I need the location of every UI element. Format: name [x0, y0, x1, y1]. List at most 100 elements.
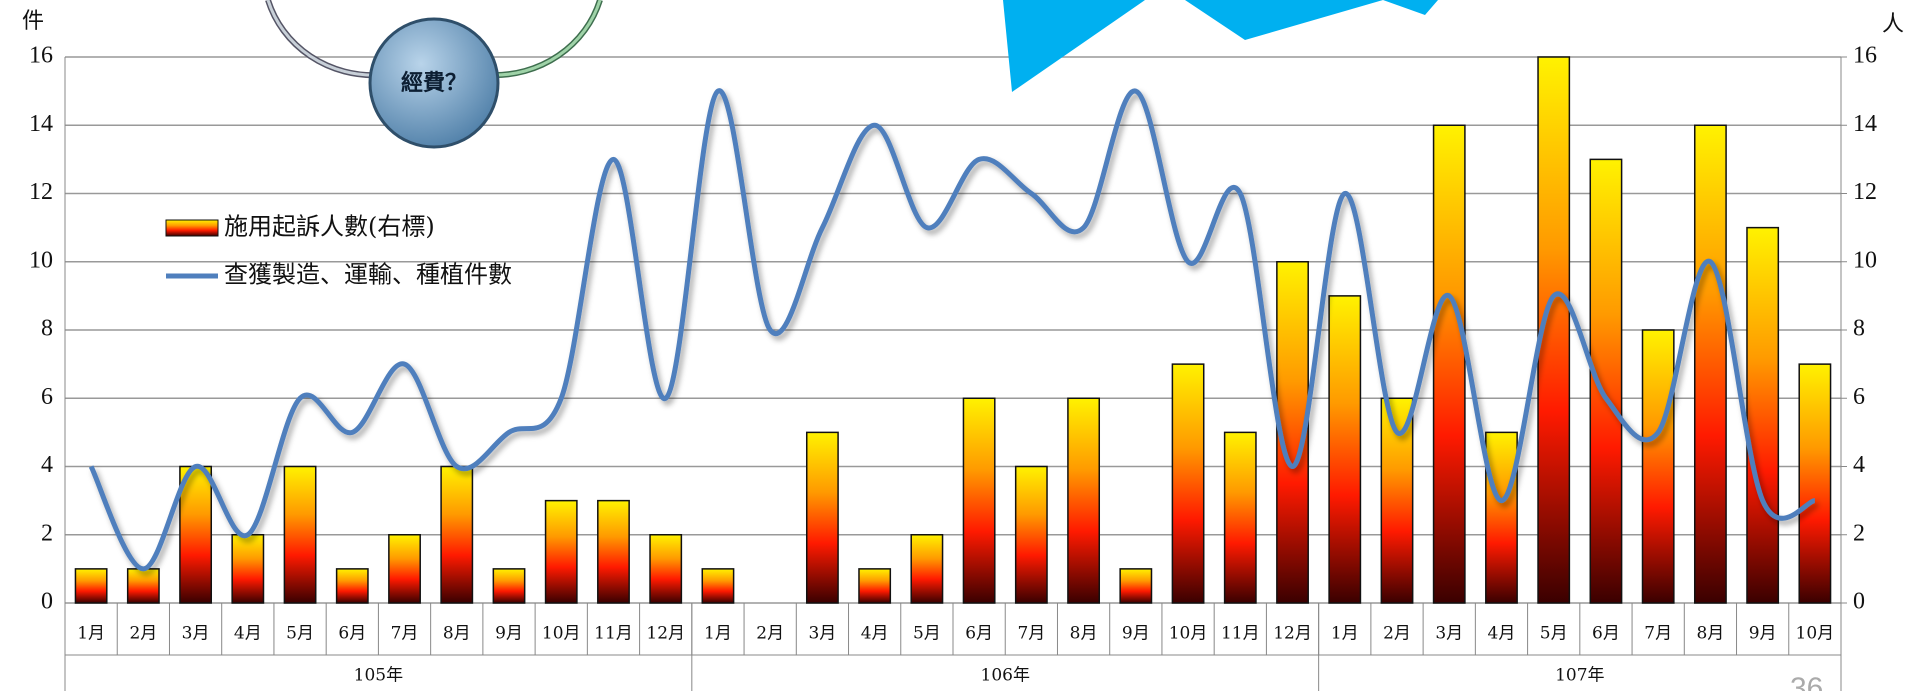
x-tick-label: 6月 [1592, 624, 1620, 644]
bar [1328, 295, 1362, 604]
x-tick-label: 9月 [1122, 624, 1150, 644]
x-tick-label: 3月 [1435, 624, 1463, 644]
x-tick-label: 8月 [1696, 624, 1724, 644]
x-tick-label: 7月 [391, 624, 419, 644]
x-tick-label: 10月 [1169, 624, 1208, 644]
x-tick-label: 2月 [756, 624, 784, 644]
y-tick-label: 16 [29, 43, 53, 69]
plot: 0 2 4 6 8 10 12 14 16 0 2 4 6 8 10 12 14 16 1月 2月 3月 4月 5月 6月 7月… [29, 43, 1877, 686]
x-tick-label: 5月 [1540, 624, 1568, 644]
x-tick-label: 2月 [1383, 624, 1411, 644]
legend-label: 施用起訴人數(右標) [224, 213, 435, 241]
y2-tick-label: 14 [1853, 111, 1877, 137]
y2-tick-label: 16 [1853, 43, 1877, 69]
x-tick-label: 10月 [1796, 624, 1835, 644]
x-tick-label: 6月 [338, 624, 366, 644]
ring-arc [489, 0, 602, 77]
bar [1798, 363, 1832, 604]
bar [231, 534, 265, 604]
grid [64, 56, 1847, 691]
x-tick-label: 5月 [286, 624, 314, 644]
y-tick-label: 0 [41, 589, 53, 615]
bar [492, 568, 526, 604]
y2-axis-label: 人 [1882, 12, 1904, 37]
x-tick-label: 11月 [594, 624, 633, 644]
y2-tick-label: 6 [1853, 384, 1865, 410]
y2-tick-label: 0 [1853, 589, 1865, 615]
bar [597, 499, 630, 604]
x-tick-label: 8月 [1070, 624, 1098, 644]
x-tick-label: 6月 [965, 624, 993, 644]
y2-tick-label: 8 [1853, 316, 1865, 342]
y-axis-label: 件 [22, 9, 44, 34]
bar [179, 465, 213, 604]
bar [1067, 397, 1101, 604]
x-tick-label: 3月 [808, 624, 836, 644]
y-tick-label: 10 [29, 247, 53, 273]
bar [910, 534, 944, 604]
bar [701, 568, 735, 604]
ring-arc [266, 0, 381, 77]
y2-tick-label: 10 [1853, 247, 1877, 273]
x-tick-label: 3月 [182, 624, 210, 644]
bar [1432, 124, 1466, 604]
x-tick-label: 4月 [234, 624, 262, 644]
legend-label: 查獲製造、運輸、種植件數 [224, 261, 512, 289]
x-tick-label: 5月 [913, 624, 941, 644]
bar [544, 499, 578, 604]
x-group-label: 105年 [354, 666, 403, 686]
bar [335, 568, 369, 604]
x-tick-label: 9月 [495, 624, 523, 644]
decoration-shape [1003, 0, 1438, 92]
bar [1171, 363, 1205, 604]
annotation: 經費？ [401, 70, 467, 96]
x-tick-label: 10月 [542, 624, 581, 644]
x-tick-label: 11月 [1221, 624, 1260, 644]
y-tick-label: 2 [41, 520, 53, 546]
bar [1641, 329, 1675, 604]
x-tick-label: 8月 [443, 624, 471, 644]
y-tick-label: 14 [29, 111, 53, 137]
x-tick-label: 4月 [1488, 624, 1516, 644]
x-group-label: 107年 [1555, 666, 1604, 686]
bar [283, 465, 317, 604]
x-tick-label: 7月 [1644, 624, 1672, 644]
bar [1746, 226, 1780, 604]
y2-tick-label: 12 [1853, 179, 1877, 205]
x-tick-label: 9月 [1749, 624, 1777, 644]
bar [388, 534, 421, 604]
bar [74, 568, 108, 604]
y-tick-label: 8 [41, 316, 53, 342]
annotation-circle [368, 17, 500, 149]
bar [1485, 431, 1518, 604]
decoration: 經費？ [265, 0, 1438, 149]
bar [1119, 568, 1153, 604]
y-tick-label: 12 [29, 179, 53, 205]
y2-tick-label: 4 [1853, 452, 1865, 478]
x-tick-label: 1月 [77, 624, 105, 644]
x-group-label: 106年 [981, 666, 1030, 686]
page-number: 36 [1790, 672, 1823, 691]
x-tick-label: 4月 [861, 624, 889, 644]
bar [1693, 124, 1727, 604]
bar [1014, 465, 1048, 604]
x-tick-label: 12月 [1273, 624, 1312, 644]
y-tick-label: 4 [41, 452, 53, 478]
x-tick-label: 2月 [129, 624, 157, 644]
bar [649, 534, 683, 604]
x-tick-label: 12月 [646, 624, 685, 644]
x-tick-label: 1月 [704, 624, 732, 644]
line [88, 88, 1816, 572]
bar [126, 568, 160, 604]
bar [805, 431, 839, 604]
legend-swatch [165, 219, 219, 237]
bar [962, 397, 996, 604]
bar [1223, 431, 1257, 604]
x-tick-label: 7月 [1017, 624, 1045, 644]
bar [440, 465, 474, 604]
x-tick-label: 1月 [1331, 624, 1359, 644]
y-tick-label: 6 [41, 384, 53, 410]
y2-tick-label: 2 [1853, 520, 1865, 546]
bar [858, 568, 892, 604]
